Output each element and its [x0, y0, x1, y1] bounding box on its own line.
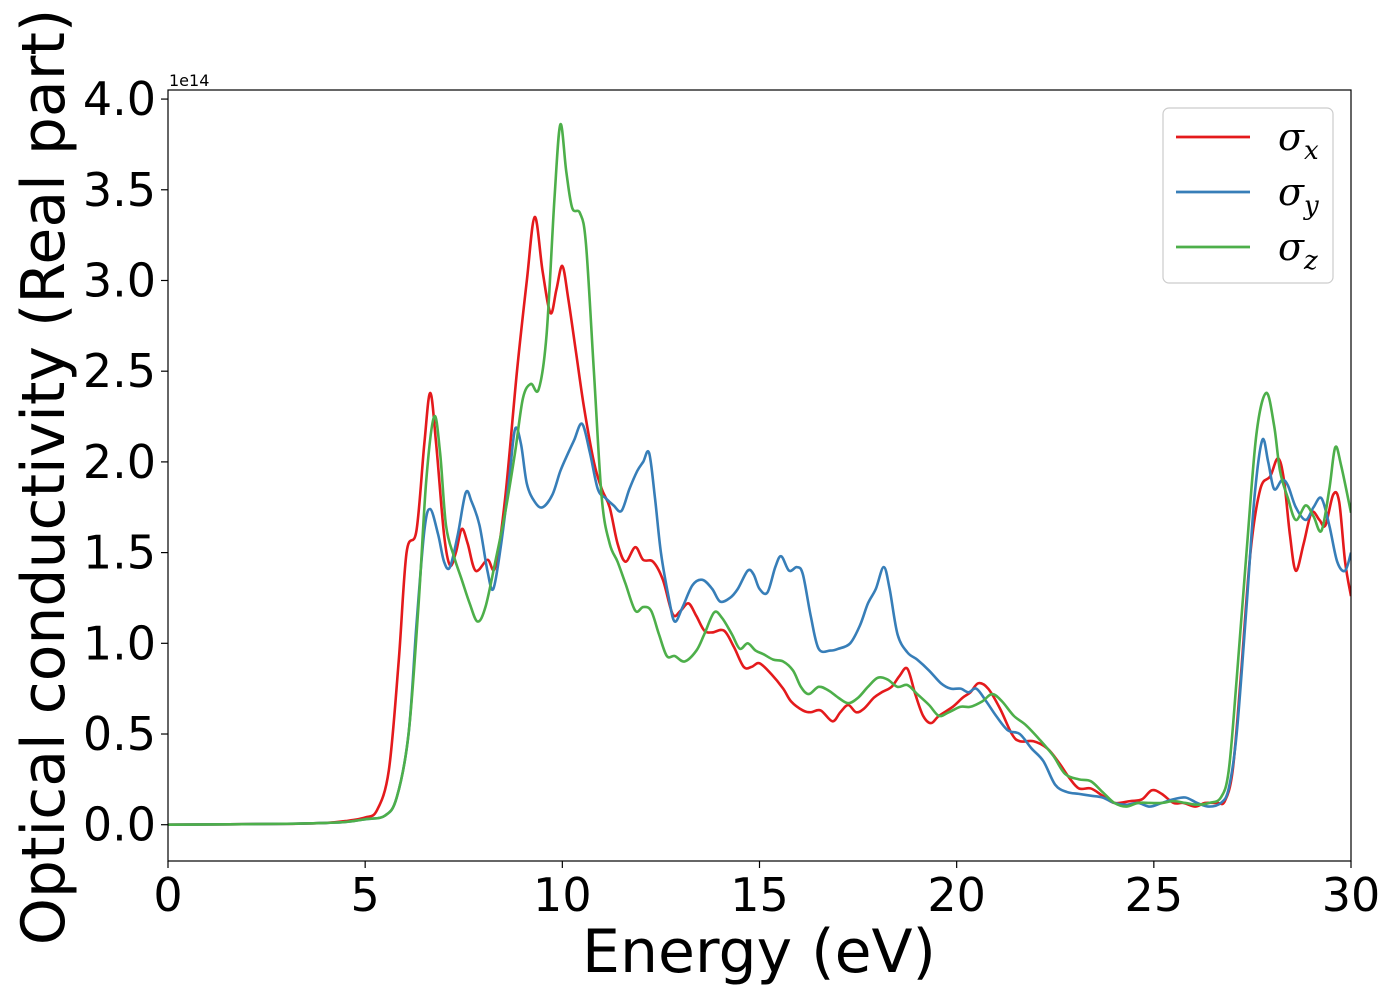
- x-tick-label: 10: [533, 868, 592, 922]
- y-tick-label: 2.5: [83, 344, 156, 398]
- legend-label-y: σy: [1278, 170, 1319, 221]
- x-tick-label: 5: [351, 868, 380, 922]
- x-axis-label: Energy (eV): [582, 917, 936, 987]
- y-tick-label: 0.0: [83, 798, 156, 852]
- y-tick-label: 3.5: [83, 163, 156, 217]
- series-layer: [168, 123, 1351, 827]
- y-tick-label: 1.0: [83, 616, 156, 670]
- y-tick-label: 3.0: [83, 253, 156, 307]
- y-tick-label: 4.0: [83, 72, 156, 126]
- y-axis-offset-label: 1e14: [169, 71, 209, 90]
- series-line-x: [168, 215, 1351, 827]
- x-tick-label: 25: [1125, 868, 1184, 922]
- x-tick-label: 0: [153, 868, 182, 922]
- x-tick-label: 30: [1322, 868, 1381, 922]
- ticks-layer: 0 5 10 15 20 25 30 0.0 0.5 1.0 1.5 2.0 2.5 3.0 3.5 4.0: [83, 72, 1380, 922]
- series-line-y: [168, 422, 1351, 827]
- legend-box: [1162, 107, 1334, 284]
- y-axis-label: Optical conductivity (Real part): [9, 9, 79, 946]
- y-tick-label: 2.0: [83, 435, 156, 489]
- series-line-z: [168, 123, 1351, 827]
- y-tick-label: 1.5: [83, 526, 156, 580]
- x-tick-label: 15: [730, 868, 789, 922]
- x-tick-label: 20: [927, 868, 986, 922]
- y-tick-label: 0.5: [83, 707, 156, 761]
